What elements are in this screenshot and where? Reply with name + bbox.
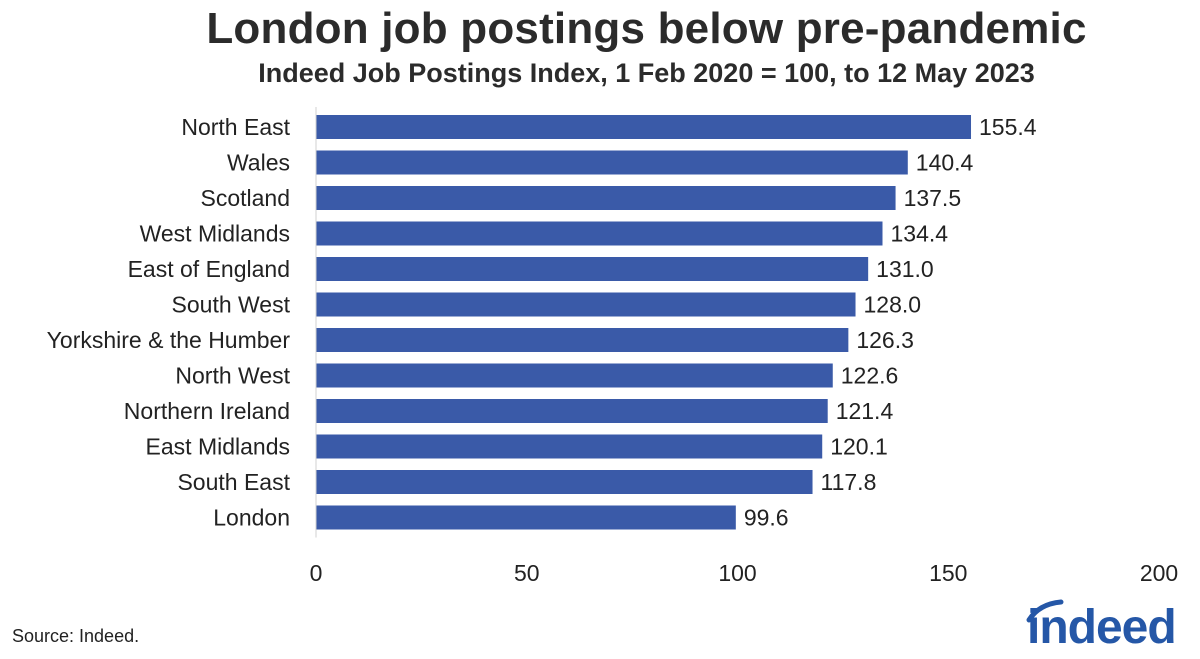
category-label: East Midlands [146,434,290,460]
bar-5 [316,292,856,317]
value-label: 117.8 [821,469,877,495]
logo-wordmark: indeed [1027,601,1177,654]
x-tick-label: 0 [310,560,323,586]
logo-arc-icon [1026,599,1064,623]
value-label: 131.0 [876,256,934,282]
source-note: Source: Indeed. [12,626,140,646]
category-label: East of England [128,256,290,282]
value-label: 120.1 [830,434,888,460]
category-label: West Midlands [140,221,290,247]
chart-subtitle: Indeed Job Postings Index, 1 Feb 2020 = … [258,58,1035,88]
bar-11 [316,505,736,530]
x-tick-label: 150 [929,560,967,586]
value-label: 121.4 [836,398,894,424]
value-label: 137.5 [904,185,962,211]
chart-title: London job postings below pre-pandemic [206,4,1087,53]
bar-1 [316,150,908,175]
value-label: 122.6 [841,363,899,389]
x-tick-label: 200 [1140,560,1178,586]
value-label: 155.4 [979,114,1037,140]
value-label: 126.3 [856,327,914,353]
category-label: South East [177,469,290,495]
bar-9 [316,434,823,459]
value-label: 134.4 [890,221,948,247]
category-label: Scotland [200,185,290,211]
value-label: 99.6 [744,505,789,531]
indeed-logo: indeed [1021,598,1191,656]
bar-3 [316,221,883,246]
x-tick-label: 50 [514,560,540,586]
bar-10 [316,470,813,494]
category-label: North West [175,363,290,389]
value-label: 140.4 [916,150,974,176]
bar-4 [316,257,869,281]
bar-0 [316,115,972,139]
category-label: London [213,505,290,531]
category-label: Wales [227,150,290,176]
bar-6 [316,328,849,352]
category-label: North East [181,114,290,140]
bar-2 [316,186,896,210]
bar-7 [316,363,833,388]
value-label: 128.0 [864,292,922,318]
bar-8 [316,399,828,423]
category-label: Yorkshire & the Humber [47,327,291,353]
x-tick-label: 100 [718,560,756,586]
category-label: South West [172,292,291,318]
category-label: Northern Ireland [124,398,290,424]
